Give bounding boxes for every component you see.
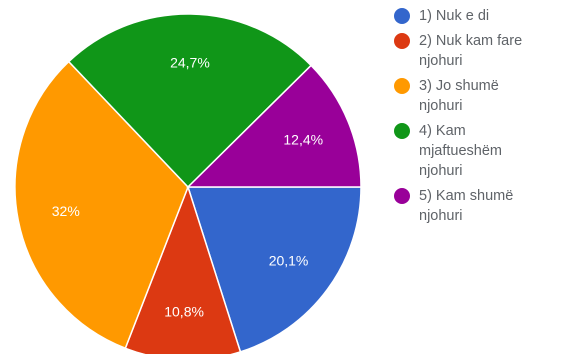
legend-swatch xyxy=(394,33,410,49)
legend-swatch xyxy=(394,188,410,204)
legend-label: 5) Kam shumë njohuri xyxy=(419,188,514,224)
legend-swatch xyxy=(394,123,410,139)
chart-legend: 1) Nuk e di 2) Nuk kam fare njohuri 3) Jo s… xyxy=(394,6,560,231)
slice-nuk-kam-fare-njohuri-label: 10,8% xyxy=(164,303,204,319)
legend-item-2: 2) Nuk kam fare njohuri xyxy=(394,31,560,71)
slice-jo-shume-njohuri xyxy=(14,60,189,350)
legend-label: 3) Jo shumë njohuri xyxy=(419,78,499,114)
legend-item-5: 5) Kam shumë njohuri xyxy=(394,186,560,226)
legend-item-1: 1) Nuk e di xyxy=(394,6,560,26)
slice-nuk-e-di xyxy=(186,186,362,353)
legend-item-3: 3) Jo shumë njohuri xyxy=(394,76,560,116)
slice-nuk-kam-fare-njohuri xyxy=(124,184,242,354)
slice-kam-mjaftueshem-njohuri-label: 24,7% xyxy=(170,54,210,70)
legend-swatch xyxy=(394,78,410,94)
slice-nuk-e-di-label: 20,1% xyxy=(269,253,309,269)
pie-chart-svg: 20,1% 10,8% 32% 24,7% 12,4% xyxy=(14,13,362,354)
legend-item-4: 4) Kam mjaftueshëm njohuri xyxy=(394,121,560,181)
slice-kam-shume-njohuri xyxy=(186,64,362,188)
slice-kam-mjaftueshem-njohuri xyxy=(67,13,313,189)
legend-label: 1) Nuk e di xyxy=(419,8,490,24)
slice-kam-shume-njohuri-label: 12,4% xyxy=(283,132,323,148)
legend-label: 4) Kam mjaftueshëm njohuri xyxy=(419,123,503,179)
legend-label: 2) Nuk kam fare njohuri xyxy=(419,33,523,69)
legend-swatch xyxy=(394,8,410,24)
slice-jo-shume-njohuri-label: 32% xyxy=(52,203,80,219)
